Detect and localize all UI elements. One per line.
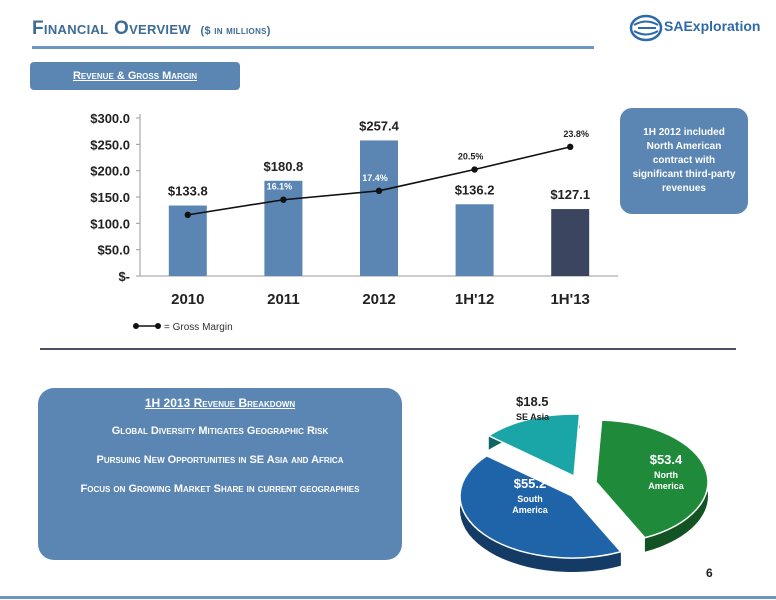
bar	[551, 209, 590, 276]
title-divider	[32, 46, 594, 49]
pie-slice-label: America	[512, 505, 549, 515]
gross-margin-point	[280, 196, 287, 203]
gross-margin-label: 13.9%	[171, 197, 197, 207]
y-tick-label: $200.0	[90, 164, 130, 179]
bar-value-label: $257.4	[359, 118, 400, 133]
bar-value-label: $127.1	[550, 187, 590, 202]
breakdown-item: Global Diversity Mitigates Geographic Ri…	[111, 425, 329, 437]
pie-slice-label: North	[654, 470, 678, 480]
legend-label: = Gross Margin	[164, 322, 233, 333]
page-number: 6	[706, 566, 713, 580]
section-divider	[40, 348, 736, 350]
gross-margin-point	[567, 143, 574, 151]
section-tab: Revenue & Gross Margin	[30, 62, 240, 90]
pie-value-label: $55.2	[514, 476, 547, 491]
gross-margin-point	[471, 166, 478, 173]
callout-box: 1H 2012 included North American contract…	[620, 108, 748, 214]
gross-margin-label: 23.8%	[563, 129, 589, 139]
gross-margin-point	[184, 211, 191, 219]
pie-slice	[595, 419, 709, 539]
y-tick-label: $250.0	[90, 137, 130, 152]
gross-margin-point	[375, 187, 383, 195]
y-tick-label: $50.0	[97, 243, 130, 258]
breakdown-item: Pursuing New Opportunities in SE Asia an…	[96, 454, 344, 466]
title-text: Financial Overview	[32, 18, 191, 39]
gross-margin-label: 16.1%	[267, 182, 293, 192]
legend-marker	[133, 323, 139, 329]
pie-value-label: $18.5	[516, 394, 549, 409]
x-tick-label: 1H'13	[550, 291, 589, 308]
bar	[264, 180, 303, 276]
pie-value-label: $53.4	[650, 452, 683, 467]
breakdown-item: Focus on Growing Market Share in current…	[80, 483, 360, 495]
x-tick-label: 2012	[362, 291, 395, 308]
page-title: Financial Overview ($ in millions)	[32, 18, 271, 40]
y-tick-label: $300.0	[90, 111, 130, 126]
pie-slice-label: South	[517, 494, 543, 504]
revenue-breakdown-box: 1H 2013 Revenue Breakdown Global Diversi…	[38, 388, 402, 560]
revenue-bar-chart: $- $50.0 $100.0 $150.0 $200.0 $250.0 $300.0 $13…	[90, 111, 618, 333]
bar	[360, 140, 398, 276]
y-tick-label: $-	[118, 269, 130, 284]
pie-slice-label: SE Asia	[516, 412, 550, 422]
bar	[455, 204, 494, 276]
gross-margin-label: 20.5%	[458, 152, 484, 162]
callout-text: 1H 2012 included North American contract…	[632, 127, 736, 194]
pie-slice-label: America	[648, 481, 685, 491]
bar-value-label: $136.2	[455, 182, 495, 197]
x-tick-label: 2011	[267, 291, 300, 308]
x-tick-label: 2010	[171, 291, 204, 308]
y-tick-label: $100.0	[90, 216, 130, 231]
bar-value-label: $180.8	[264, 159, 304, 174]
bar-value-label: $133.8	[168, 184, 208, 199]
legend-marker	[155, 323, 161, 329]
title-units: ($ in millions)	[200, 25, 271, 37]
logo-text: SAExploration	[664, 18, 761, 34]
gross-margin-label: 17.4%	[362, 173, 388, 183]
pie-slice	[487, 413, 581, 478]
breakdown-title: 1H 2013 Revenue Breakdown	[144, 396, 296, 410]
y-tick-label: $150.0	[90, 190, 130, 205]
logo-icon	[629, 14, 663, 42]
footer-divider	[0, 596, 776, 599]
pie-slice	[459, 454, 623, 559]
revenue-pie-chart: $53.4NorthAmerica$55.2SouthAmerica$18.5S…	[459, 394, 709, 572]
x-tick-label: 1H'12	[455, 291, 494, 308]
